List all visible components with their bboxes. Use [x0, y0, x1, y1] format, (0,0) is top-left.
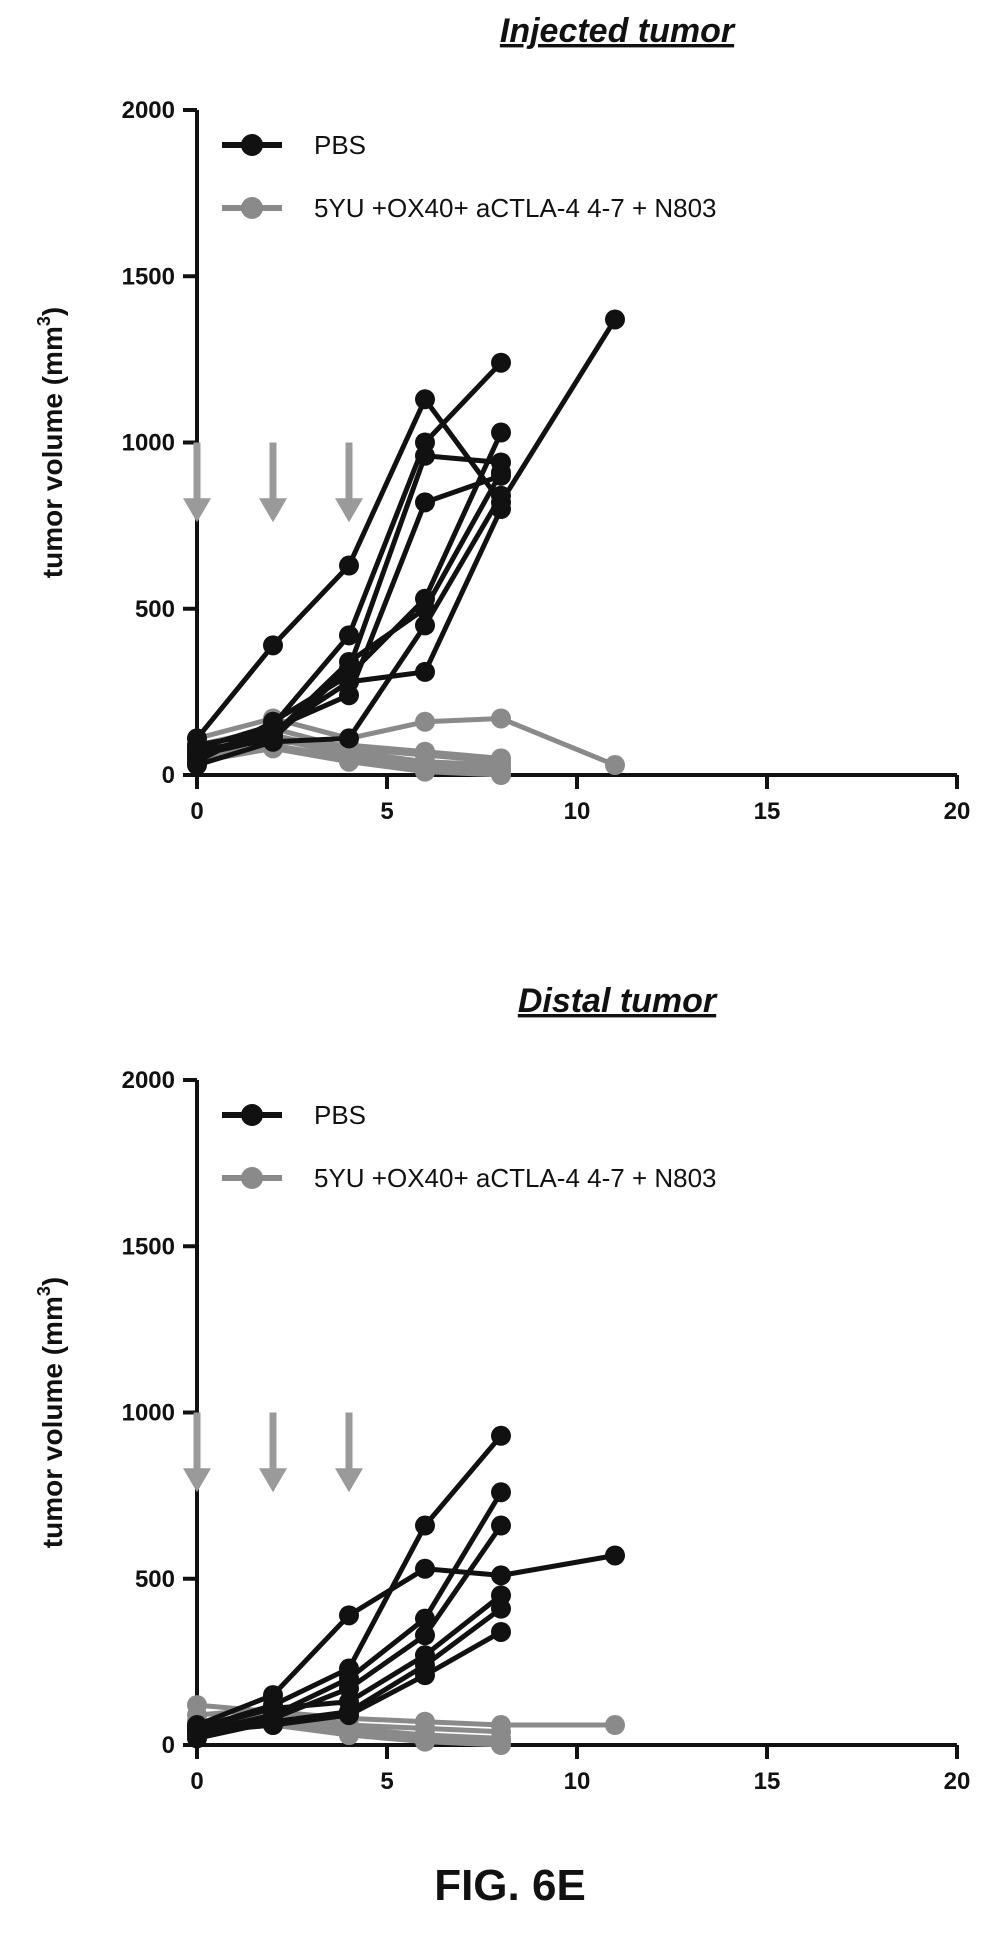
y-axis-label-text: tumor volume (mm [37, 1296, 68, 1548]
x-tick-label: 20 [944, 1768, 971, 1795]
y-axis-label-superscript: 3 [34, 1286, 54, 1296]
legend-marker [241, 134, 263, 156]
injected-tumor-chart: Injected tumor 0 500 1000 1500 2000 0 5 10 15 20 tu… [34, 12, 970, 825]
pbs-data-point [339, 728, 359, 749]
pbs-data-point [491, 1515, 511, 1536]
y-axis-label-text: tumor volume (mm [37, 326, 68, 578]
figure-label: FIG. 6E [434, 1861, 586, 1910]
legend-label: 5YU +OX40+ aCTLA-4 4-7 + N803 [314, 193, 717, 223]
pbs-data-point [415, 1625, 435, 1646]
pbs-data-point [339, 1705, 359, 1726]
x-tick-label: 20 [944, 798, 971, 825]
x-tick-label: 15 [754, 1768, 781, 1795]
treated-data-point [491, 765, 511, 785]
pbs-data-point [491, 499, 511, 519]
treatment-arrowhead [259, 1468, 287, 1493]
chart-title: Distal tumor [518, 982, 718, 1020]
legend-label: PBS [314, 1100, 366, 1130]
y-tick-label: 2000 [122, 97, 175, 124]
treated-data-point [415, 761, 435, 782]
pbs-data-point [187, 735, 207, 756]
y-axis-label-superscript: 3 [34, 316, 54, 326]
treated-data-point [415, 711, 435, 732]
treated-data-point [339, 1725, 359, 1746]
pbs-data-point [415, 1665, 435, 1686]
treated-series-line [196, 715, 616, 768]
pbs-data-point [415, 615, 435, 636]
x-tick-label: 0 [190, 798, 203, 825]
treated-data-point [491, 748, 511, 769]
pbs-data-point [339, 671, 359, 692]
pbs-data-point [415, 492, 435, 513]
treatment-arrowhead [183, 1468, 211, 1493]
pbs-data-point [605, 309, 625, 330]
pbs-data-point [415, 445, 435, 466]
pbs-data-point [491, 422, 511, 443]
pbs-data-point [263, 1715, 283, 1736]
y-axis-label-close: ) [37, 307, 68, 316]
pbs-series-line [196, 1553, 616, 1728]
legend-marker [241, 1167, 263, 1189]
pbs-data-point [491, 352, 511, 373]
treated-data-point [339, 751, 359, 772]
distal-tumor-chart: Distal tumor 0 500 1000 1500 2000 0 5 10 15 20 tumo… [34, 982, 970, 1795]
pbs-data-point [415, 1515, 435, 1536]
pbs-data-point [491, 1621, 511, 1642]
treated-data-point [605, 1715, 625, 1736]
y-tick-label: 1000 [122, 1400, 175, 1427]
y-tick-label: 0 [162, 1732, 175, 1759]
chart-title: Injected tumor [500, 12, 736, 50]
pbs-data-point [263, 635, 283, 656]
treated-data-point [605, 755, 625, 776]
treatment-arrowhead [259, 498, 287, 523]
legend-marker [241, 197, 263, 219]
y-tick-label: 1500 [122, 263, 175, 290]
pbs-data-point [491, 1598, 511, 1619]
x-tick-label: 10 [564, 1768, 591, 1795]
treatment-arrowhead [335, 1468, 363, 1493]
treated-data-point [491, 1731, 511, 1752]
pbs-data-point [339, 555, 359, 576]
pbs-data-point [491, 1565, 511, 1586]
pbs-data-point [415, 661, 435, 682]
pbs-data-point [605, 1545, 625, 1566]
pbs-data-point [339, 651, 359, 672]
y-tick-label: 2000 [122, 1067, 175, 1094]
pbs-data-point [415, 1608, 435, 1629]
pbs-data-point [491, 462, 511, 483]
y-tick-label: 1000 [122, 430, 175, 457]
pbs-data-point [263, 721, 283, 742]
x-tick-label: 0 [190, 1768, 203, 1795]
pbs-series-line [195, 318, 618, 741]
treated-data-point [491, 708, 511, 729]
y-tick-label: 500 [135, 596, 175, 623]
x-tick-label: 15 [754, 798, 781, 825]
legend-label: PBS [314, 130, 366, 160]
y-axis-label-close: ) [37, 1277, 68, 1286]
pbs-data-point [415, 389, 435, 410]
pbs-data-point [339, 625, 359, 646]
pbs-data-point [187, 1721, 207, 1742]
x-tick-label: 5 [380, 1768, 393, 1795]
pbs-data-point [491, 1425, 511, 1446]
pbs-data-point [415, 1558, 435, 1579]
y-axis-label: tumor volume (mm3) [34, 307, 68, 578]
treatment-arrowhead [335, 498, 363, 523]
pbs-data-point [187, 755, 207, 776]
treated-data-point [415, 741, 435, 762]
pbs-data-point [491, 1482, 511, 1503]
pbs-data-point [339, 1605, 359, 1626]
legend-marker [241, 1104, 263, 1126]
y-tick-label: 500 [135, 1566, 175, 1593]
x-tick-label: 5 [380, 798, 393, 825]
y-axis-label: tumor volume (mm3) [34, 1277, 68, 1548]
y-tick-label: 1500 [122, 1233, 175, 1260]
x-tick-label: 10 [564, 798, 591, 825]
y-tick-label: 0 [162, 762, 175, 789]
legend-label: 5YU +OX40+ aCTLA-4 4-7 + N803 [314, 1163, 717, 1193]
treatment-arrowhead [183, 498, 211, 523]
treated-data-point [415, 1728, 435, 1749]
